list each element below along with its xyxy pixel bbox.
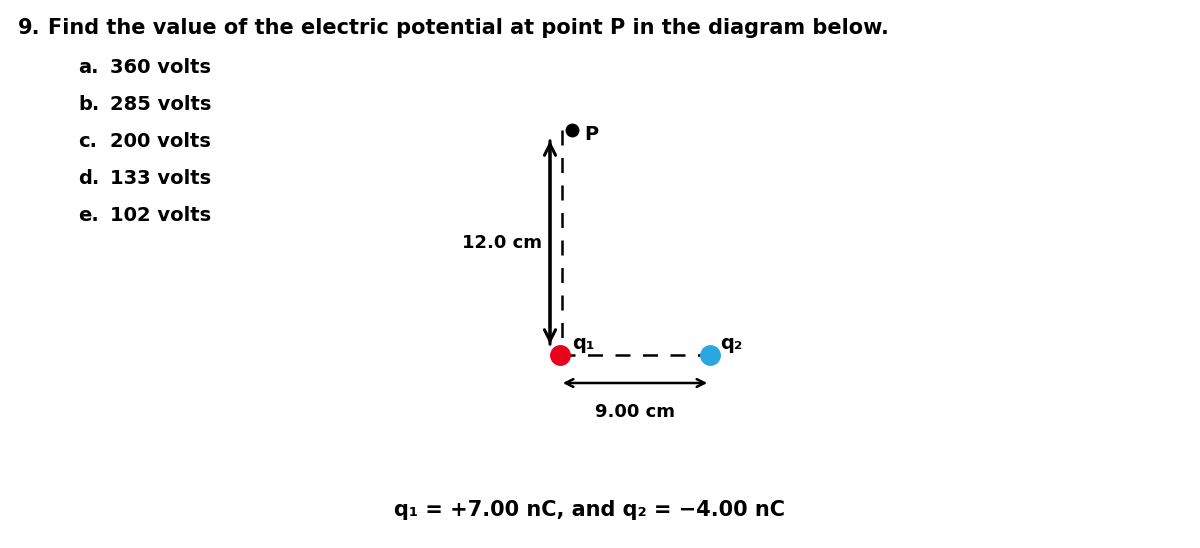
Text: 285 volts: 285 volts bbox=[110, 95, 211, 114]
Text: 9.00 cm: 9.00 cm bbox=[595, 403, 674, 421]
Text: 12.0 cm: 12.0 cm bbox=[462, 233, 542, 252]
Text: P: P bbox=[584, 124, 598, 144]
Text: 133 volts: 133 volts bbox=[110, 169, 211, 188]
Text: e.: e. bbox=[78, 206, 98, 225]
Text: q₂: q₂ bbox=[720, 334, 743, 353]
Text: 360 volts: 360 volts bbox=[110, 58, 211, 77]
Text: q₁: q₁ bbox=[572, 334, 594, 353]
Text: d.: d. bbox=[78, 169, 100, 188]
Text: Find the value of the electric potential at point P in the diagram below.: Find the value of the electric potential… bbox=[48, 18, 889, 38]
Text: 102 volts: 102 volts bbox=[110, 206, 211, 225]
Text: c.: c. bbox=[78, 132, 97, 151]
Text: b.: b. bbox=[78, 95, 100, 114]
Text: q₁ = +7.00 nC, and q₂ = −4.00 nC: q₁ = +7.00 nC, and q₂ = −4.00 nC bbox=[395, 500, 786, 520]
Text: 200 volts: 200 volts bbox=[110, 132, 211, 151]
Text: 9.: 9. bbox=[18, 18, 41, 38]
Text: a.: a. bbox=[78, 58, 98, 77]
